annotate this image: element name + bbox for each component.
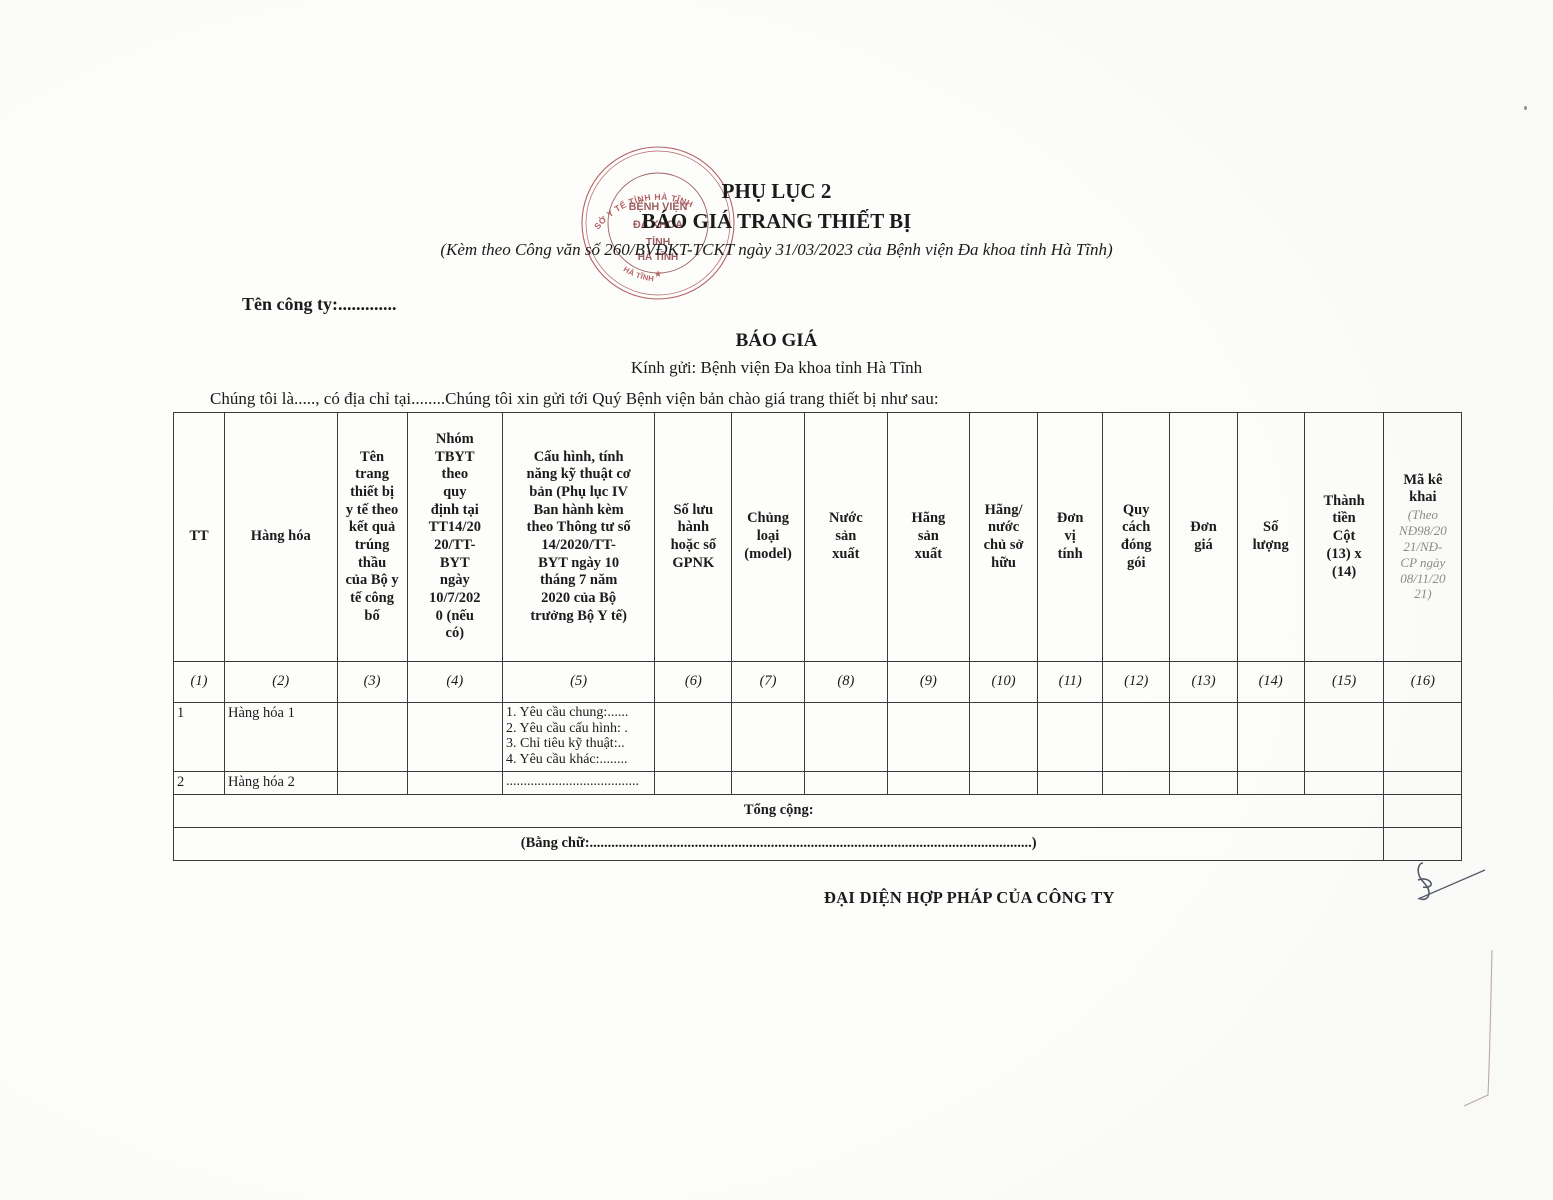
svg-text:HÀ TĨNH: HÀ TĨNH [622, 265, 655, 284]
svg-text:★: ★ [654, 269, 663, 280]
